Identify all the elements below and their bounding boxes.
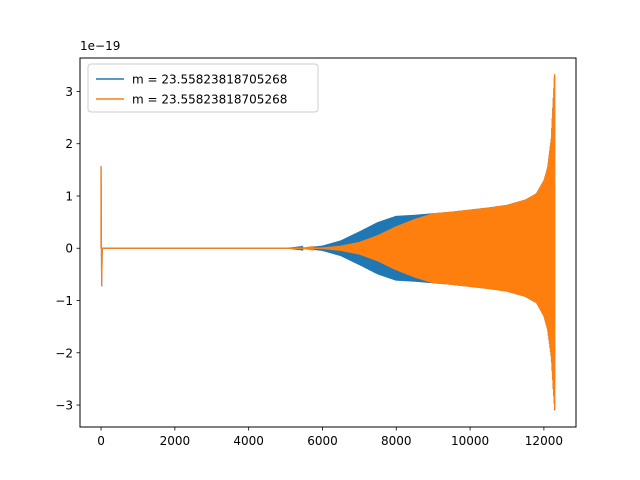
legend-box xyxy=(87,63,319,113)
y-tick-label: −3 xyxy=(55,399,73,413)
y-tick-label: −2 xyxy=(55,346,73,360)
x-tick-label: 10000 xyxy=(451,434,489,448)
y-axis: −3 −2 −1 0 1 2 3 xyxy=(55,85,80,413)
y-offset-label: 1e−19 xyxy=(80,39,120,53)
legend: m = 23.55823818705268 m = 23.558238187052… xyxy=(87,63,319,113)
y-tick-label: −1 xyxy=(55,294,73,308)
x-tick-label: 6000 xyxy=(307,434,338,448)
series-line-2 xyxy=(100,74,556,410)
y-tick-label: 1 xyxy=(65,189,73,203)
legend-label-1: m = 23.55823818705268 xyxy=(132,73,287,87)
x-axis: 0 2000 4000 6000 8000 10000 12000 xyxy=(97,427,563,448)
x-tick-label: 2000 xyxy=(160,434,191,448)
x-tick-label: 0 xyxy=(97,434,105,448)
y-tick-label: 2 xyxy=(65,137,73,151)
series-layer xyxy=(100,74,556,411)
y-tick-label: 0 xyxy=(65,242,73,256)
x-tick-label: 8000 xyxy=(381,434,412,448)
legend-label-2: m = 23.55823818705268 xyxy=(132,93,287,107)
axes-frame xyxy=(79,57,577,428)
x-tick-label: 4000 xyxy=(233,434,264,448)
y-tick-label: 3 xyxy=(65,85,73,99)
x-tick-label: 12000 xyxy=(525,434,563,448)
